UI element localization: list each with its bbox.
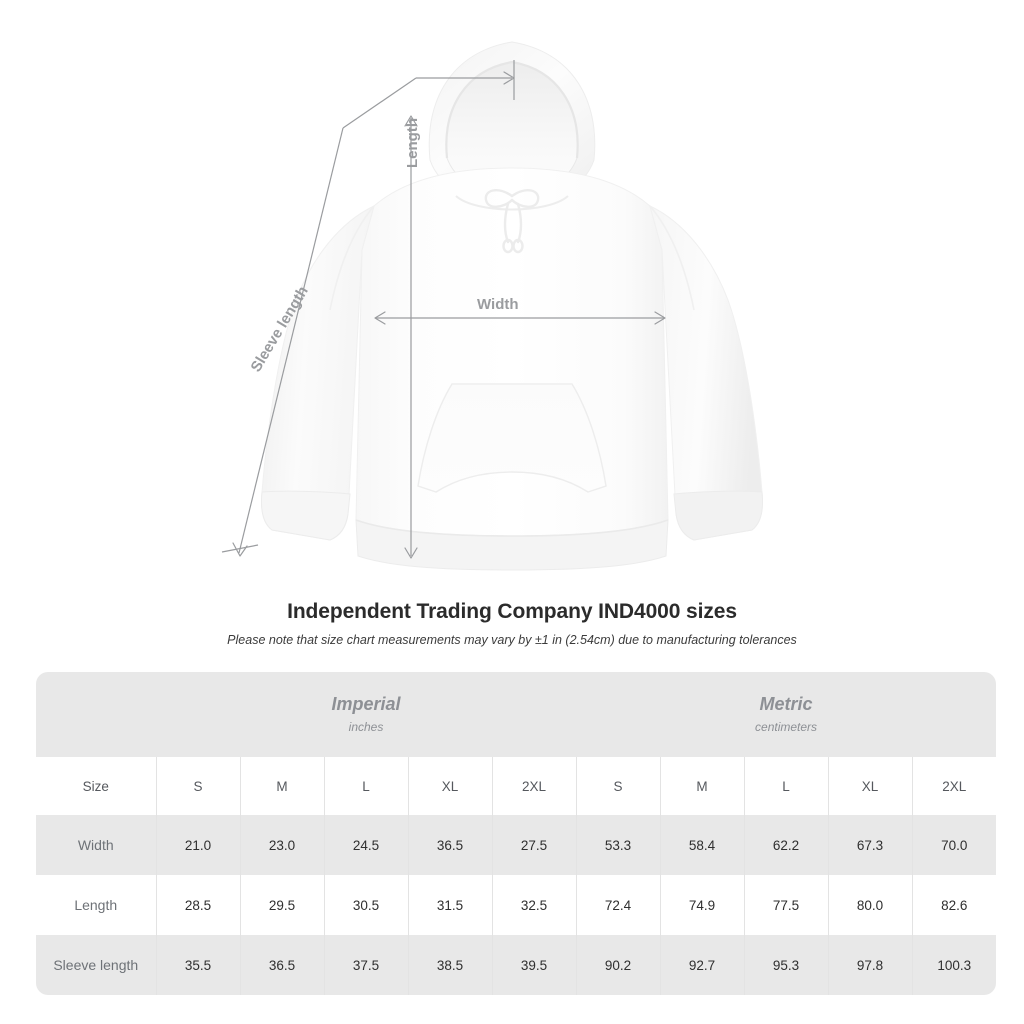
row-label-length: Length <box>36 875 156 935</box>
right-shoulder-seam <box>649 205 695 311</box>
cell-sleeve-xl-metric: 97.8 <box>827 935 913 995</box>
hem-seam <box>355 519 669 537</box>
table-row: Length 28.5 29.5 30.5 31.5 32.5 72.4 74.… <box>36 875 997 935</box>
width-label: Width <box>477 296 519 313</box>
cell-width-m-imperial: 23.0 <box>239 815 324 875</box>
cell-sleeve-l-imperial: 37.5 <box>323 935 408 995</box>
cell-width-l-metric: 62.2 <box>743 815 829 875</box>
unit-group-imperial: Imperial inches <box>156 672 577 757</box>
left-cuff <box>261 490 351 541</box>
column-header-2xl-imperial: 2XL <box>491 757 577 815</box>
unit-system-name: Metric <box>759 694 813 715</box>
width-dimension-arrow <box>374 311 666 325</box>
size-chart-table: Imperial inches Metric centimeters Size … <box>36 672 997 995</box>
unit-band-spacer <box>36 672 156 757</box>
cell-width-m-metric: 58.4 <box>659 815 745 875</box>
cell-sleeve-2xl-metric: 100.3 <box>911 935 997 995</box>
cell-length-m-imperial: 29.5 <box>239 875 324 935</box>
cell-length-s-metric: 72.4 <box>575 875 661 935</box>
cell-length-2xl-metric: 82.6 <box>911 875 997 935</box>
column-header-m-metric: M <box>659 757 745 815</box>
cell-length-m-metric: 74.9 <box>659 875 745 935</box>
hoodie-body <box>355 167 669 537</box>
column-header-s-metric: S <box>575 757 661 815</box>
cell-sleeve-xl-imperial: 38.5 <box>407 935 492 995</box>
table-row: Sleeve length 35.5 36.5 37.5 38.5 39.5 9… <box>36 935 997 995</box>
row-label-width: Width <box>36 815 156 875</box>
cell-length-l-imperial: 30.5 <box>323 875 408 935</box>
column-header-row: Size S M L XL 2XL S M L XL 2XL <box>36 757 997 815</box>
cell-width-s-imperial: 21.0 <box>155 815 240 875</box>
cell-width-l-imperial: 24.5 <box>323 815 408 875</box>
garment-diagram: Width Length Sleeve length <box>221 41 763 571</box>
right-cuff <box>673 490 763 541</box>
neck-seam <box>455 195 569 211</box>
hoodie-illustration <box>221 41 763 571</box>
column-header-l-metric: L <box>743 757 829 815</box>
cell-sleeve-2xl-imperial: 39.5 <box>491 935 577 995</box>
kangaroo-pocket <box>417 383 607 493</box>
cell-sleeve-l-metric: 95.3 <box>743 935 829 995</box>
hood-edge-seam <box>445 60 579 159</box>
row-label-sleeve-length: Sleeve length <box>36 935 156 995</box>
unit-measure-name: centimeters <box>755 719 818 734</box>
left-shoulder-seam <box>329 205 375 311</box>
cell-sleeve-s-imperial: 35.5 <box>155 935 240 995</box>
cell-length-s-imperial: 28.5 <box>155 875 240 935</box>
cell-width-2xl-imperial: 27.5 <box>491 815 577 875</box>
cell-width-xl-imperial: 36.5 <box>407 815 492 875</box>
cell-length-xl-imperial: 31.5 <box>407 875 492 935</box>
column-header-s-imperial: S <box>155 757 240 815</box>
column-header-xl-imperial: XL <box>407 757 492 815</box>
page-title: Independent Trading Company IND4000 size… <box>287 600 737 623</box>
unit-measure-name: inches <box>348 719 384 734</box>
cell-width-s-metric: 53.3 <box>575 815 661 875</box>
cell-length-2xl-imperial: 32.5 <box>491 875 577 935</box>
title-block: Independent Trading Company IND4000 size… <box>0 600 1024 647</box>
unit-system-row: Imperial inches Metric centimeters <box>36 672 997 757</box>
sleeve-length-dimension-arrow <box>221 60 515 557</box>
row-label-header: Size <box>36 757 156 815</box>
cell-length-xl-metric: 80.0 <box>827 875 913 935</box>
cell-sleeve-s-metric: 90.2 <box>575 935 661 995</box>
cell-sleeve-m-metric: 92.7 <box>659 935 745 995</box>
length-dimension-arrow <box>404 115 418 559</box>
column-header-xl-metric: XL <box>827 757 913 815</box>
table-row: Width 21.0 23.0 24.5 36.5 27.5 53.3 58.4… <box>36 815 997 875</box>
unit-system-name: Imperial <box>331 694 401 715</box>
drawstring <box>484 189 540 254</box>
tolerance-note: Please note that size chart measurements… <box>227 633 797 647</box>
cell-length-l-metric: 77.5 <box>743 875 829 935</box>
cell-sleeve-m-imperial: 36.5 <box>239 935 324 995</box>
cell-width-xl-metric: 67.3 <box>827 815 913 875</box>
cell-width-2xl-metric: 70.0 <box>911 815 997 875</box>
length-label: Length <box>404 118 421 168</box>
size-chart-table-wrapper: Imperial inches Metric centimeters Size … <box>36 672 997 995</box>
column-header-m-imperial: M <box>239 757 324 815</box>
column-header-2xl-metric: 2XL <box>911 757 997 815</box>
column-header-l-imperial: L <box>323 757 408 815</box>
unit-group-metric: Metric centimeters <box>576 672 997 757</box>
